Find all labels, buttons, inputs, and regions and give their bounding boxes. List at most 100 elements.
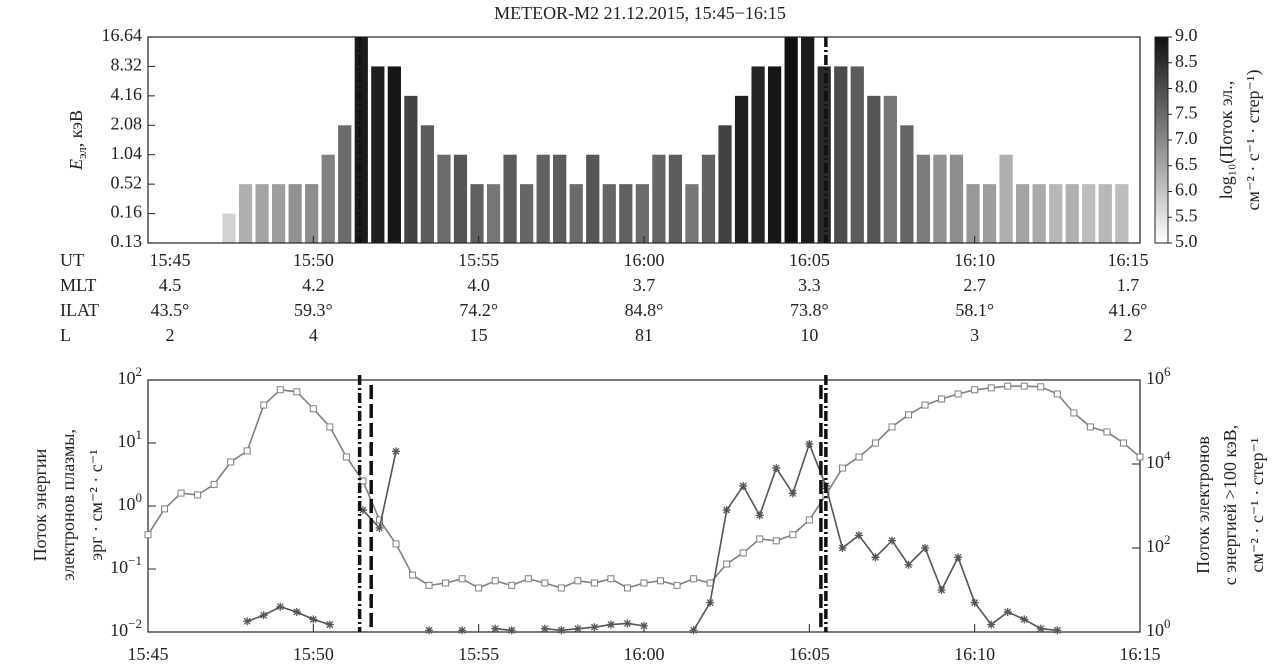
square-marker [590,579,598,587]
square-marker [342,453,350,461]
y-axis-label-part: E [66,159,86,171]
row-value: 4.5 [159,275,182,295]
spectrogram-cell [768,66,782,243]
square-marker [326,423,334,431]
x-tick-label: 16:15 [1119,644,1160,664]
row-value: 2 [1124,325,1133,345]
star-marker [540,624,549,633]
spectrogram-cell [371,66,385,243]
spectrogram-cell [420,125,435,243]
square-marker [309,405,317,413]
colorbar-tick-label: 6.5 [1175,154,1198,174]
star-marker [1053,626,1062,635]
star-marker [358,506,367,515]
spectrogram-cell [536,154,550,243]
star-marker [458,626,467,635]
star-marker [888,536,896,545]
row-label: MLT [60,275,96,295]
series-line [246,441,1058,632]
colorbar-label: log₁₀(Поток эл., [1216,81,1237,200]
spectrogram-cell [437,154,451,243]
star-marker [871,553,880,562]
square-marker [805,516,813,524]
spectrogram-cell [1049,184,1063,243]
spectrogram-cell [652,154,666,243]
series-line [147,385,1141,589]
spectrogram-cell [321,154,335,243]
row-value: 41.6° [1109,300,1148,320]
square-marker [541,579,549,587]
row-value: 4.2 [302,275,325,295]
star-marker [1020,615,1029,624]
y-tick-label: 10−1 [110,553,142,577]
square-marker [359,477,367,485]
y2-tick-label: 104 [1146,448,1171,472]
square-marker [855,453,863,461]
row-value: 15:50 [293,250,334,270]
y2-axis-label: Поток электронов [1193,436,1213,574]
x-tick-label: 15:55 [458,644,499,664]
square-marker [623,584,631,592]
spectrogram-cell [933,154,947,243]
square-marker [838,464,846,472]
row-value: 73.8° [790,300,829,320]
spectrogram-cell [387,66,401,243]
y-tick-label: 1.04 [111,143,143,163]
square-marker [987,384,995,392]
square-marker [871,439,879,447]
square-marker [227,458,235,466]
x-tick-label: 16:10 [954,644,995,664]
spectrogram-cell [602,184,616,243]
star-marker [772,464,781,473]
square-marker [1037,383,1045,391]
square-marker [706,579,714,587]
spectrogram-cell [801,37,815,243]
spectrogram-cell [784,37,798,243]
y-axis-label-part: , кэВ [66,110,86,147]
star-marker [722,506,731,515]
spectrogram-cell [685,184,699,243]
square-marker [557,584,565,592]
spectrogram-cell [883,95,897,243]
star-marker [259,611,268,620]
spectrogram-cell [305,184,319,243]
star-marker [788,489,797,498]
star-marker [491,624,500,633]
spectrogram-cell [668,154,683,243]
row-value: 3 [970,325,979,345]
spectrogram-cell [453,154,468,243]
y-tick-label: 0.16 [111,202,143,222]
row-value: 10 [800,325,818,345]
colorbar-tick-label: 6.0 [1175,180,1198,200]
square-marker [260,401,268,409]
star-marker [292,607,301,616]
colorbar [1154,36,1169,244]
spectrogram-cell [272,184,286,243]
square-marker [673,581,681,589]
spectrogram-cell [718,125,732,243]
row-value: 3.3 [798,275,821,295]
square-marker [210,480,218,488]
spectrogram-cell [553,154,567,243]
square-marker [458,575,466,583]
square-marker [177,489,185,497]
colorbar-tick-label: 5.0 [1175,231,1198,251]
row-value: 58.1° [955,300,994,320]
chart-title: METEOR-M2 21.12.2015, 15:45−16:15 [494,3,786,23]
row-value: 81 [635,325,653,345]
square-marker [739,549,747,557]
star-marker [573,624,582,633]
square-marker [1136,453,1144,461]
star-marker [1003,607,1012,616]
square-marker [194,491,202,499]
square-marker [293,388,301,396]
square-marker [971,386,979,394]
spectrogram-cell [850,66,864,243]
row-value: 16:15 [1107,250,1148,270]
star-marker [309,615,318,624]
square-marker [524,575,532,583]
square-marker [442,579,450,587]
y-axis-label-part: эл [74,147,89,159]
colorbar-tick-label: 7.5 [1175,102,1198,122]
